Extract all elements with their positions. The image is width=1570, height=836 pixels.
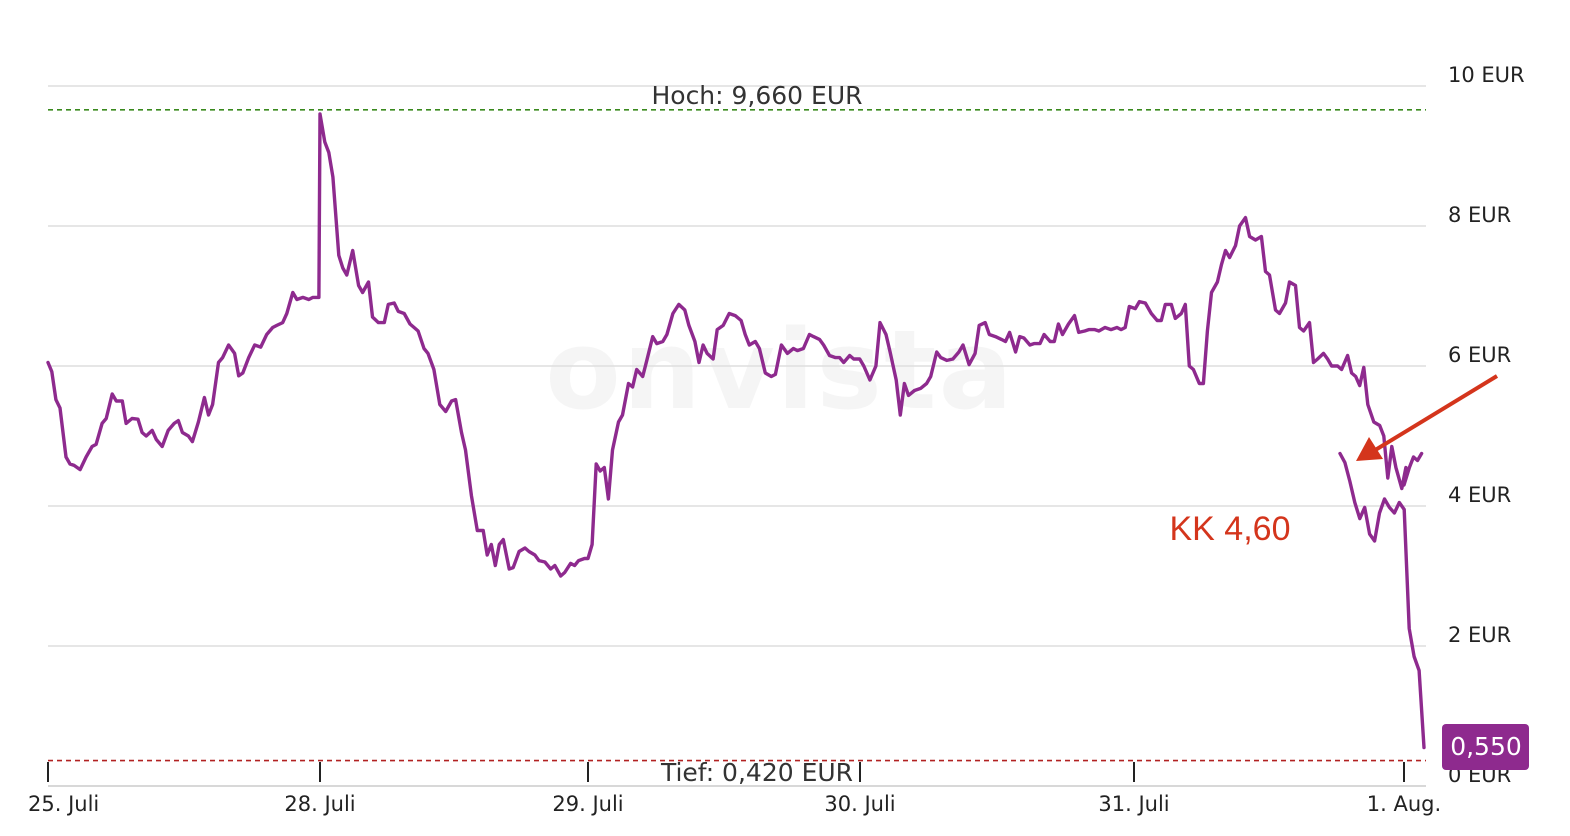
x-tick-label: 1. Aug.	[1367, 792, 1441, 816]
grid-lines	[48, 85, 1426, 647]
last-price-badge-bg	[1442, 724, 1529, 770]
annotation-label: KK 4,60	[1170, 510, 1291, 548]
x-tick-label: 25. Juli	[28, 792, 99, 816]
x-tick-label: 28. Juli	[284, 792, 355, 816]
y-tick-label: 10 EUR	[1448, 63, 1525, 87]
x-axis: 25. Juli 28. Juli 29. Juli 30. Juli 31. Juli…	[28, 762, 1441, 816]
annotation-arrow-shaft	[1370, 374, 1499, 454]
x-tick-label: 30. Juli	[824, 792, 895, 816]
x-tick-label: 29. Juli	[552, 792, 623, 816]
low-label: Tief: 0,420 EUR	[660, 758, 853, 787]
annotation-group: KK 4,60	[1170, 374, 1499, 548]
price-line	[46, 112, 1424, 578]
y-tick-label: 6 EUR	[1448, 343, 1511, 367]
y-tick-label: 4 EUR	[1448, 483, 1511, 507]
watermark-logo: onvista	[545, 306, 1015, 434]
last-price-badge: 0,550	[1442, 724, 1529, 770]
y-tick-label: 8 EUR	[1448, 203, 1511, 227]
price-line-tail	[1338, 451, 1426, 750]
x-tick-label: 31. Juli	[1098, 792, 1169, 816]
high-label: Hoch: 9,660 EUR	[651, 81, 862, 110]
annotation-arrow-head	[1356, 437, 1383, 461]
last-price-value: 0,550	[1450, 732, 1522, 761]
reference-lines: Hoch: 9,660 EUR Tief: 0,420 EUR	[48, 81, 1426, 787]
price-series	[46, 112, 1426, 750]
y-tick-label: 2 EUR	[1448, 623, 1511, 647]
